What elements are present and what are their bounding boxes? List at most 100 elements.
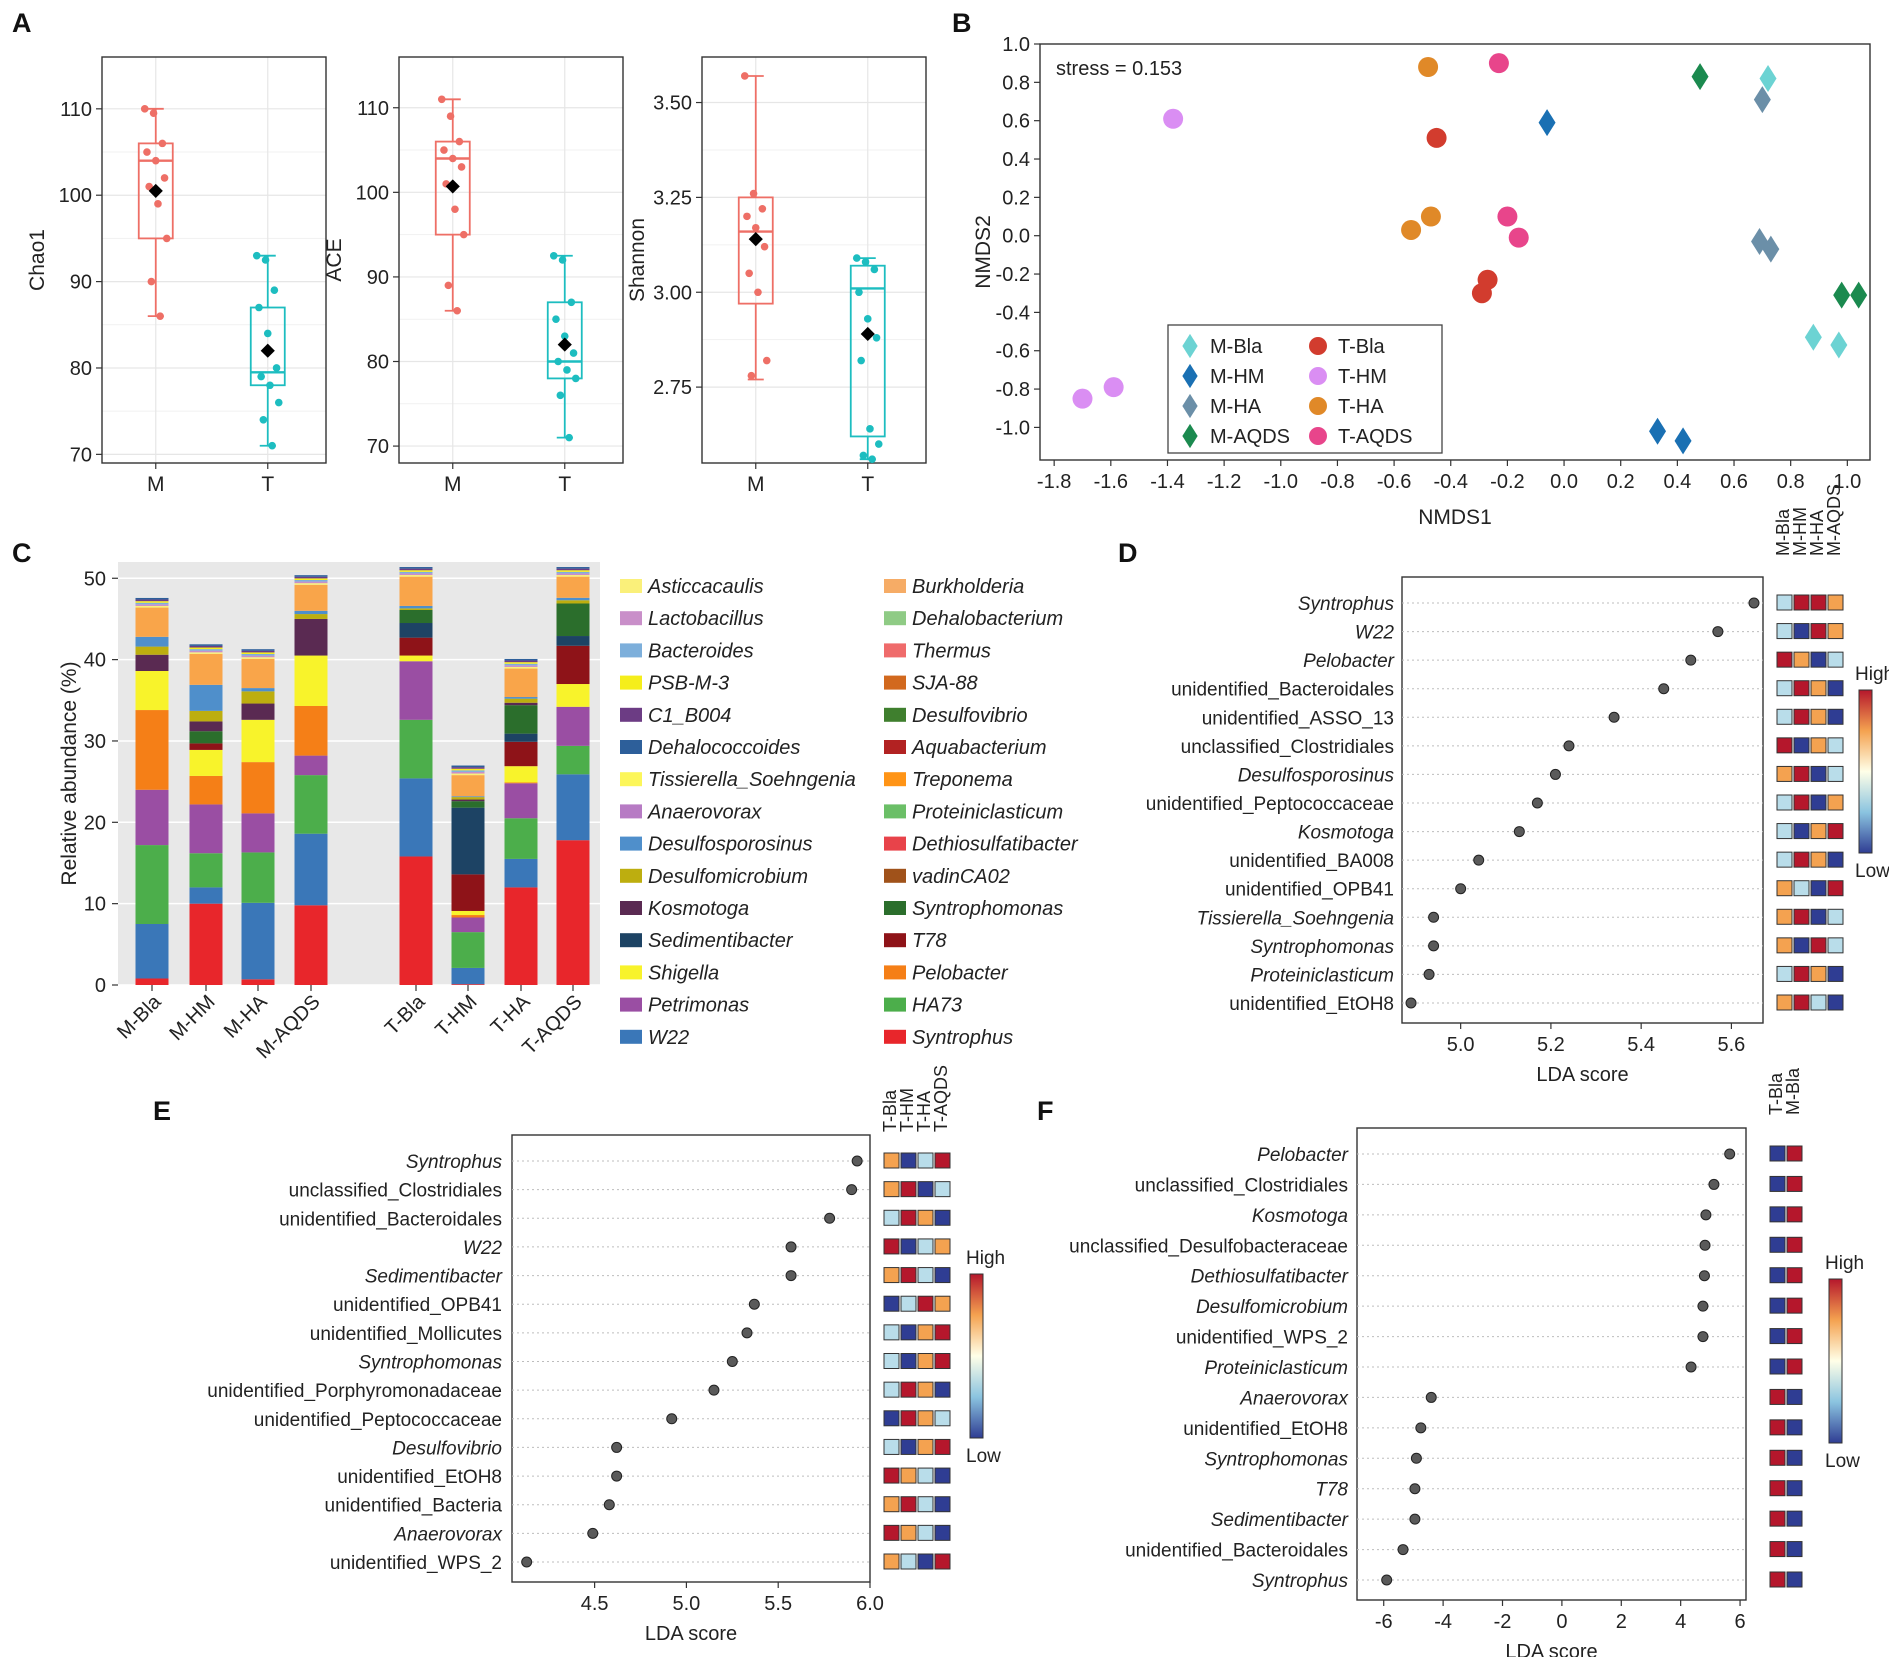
feature-label: Anaerovorax [393, 1524, 503, 1545]
heat-cell [900, 1209, 917, 1226]
heat-cell [1769, 1236, 1786, 1253]
data-point [549, 251, 558, 260]
x-tick-label: 2 [1616, 1611, 1627, 1633]
bar-segment [189, 853, 223, 888]
data-point [855, 288, 863, 297]
x-tick-label: T-HM [431, 991, 481, 1041]
bar-segment-minor [451, 765, 485, 768]
heat-cell [934, 1524, 951, 1541]
bar-segment-minor [135, 604, 169, 606]
feature-label: unclassified_Clostridiales [1135, 1175, 1348, 1196]
bar-segment [504, 698, 538, 703]
bar-segment [241, 813, 275, 853]
feature-label: Kosmotoga [1252, 1206, 1348, 1227]
mean-marker [557, 337, 572, 352]
legend-swatch [884, 868, 906, 883]
bar-segment-minor [504, 663, 538, 666]
legend-label: HA73 [912, 995, 962, 1017]
feature-label: Syntrophomonas [358, 1353, 502, 1374]
x-tick-label: 6.0 [856, 1593, 884, 1615]
legend-swatch [620, 901, 642, 915]
legend-label: M-Bla [1210, 336, 1263, 358]
heat-cell [883, 1152, 900, 1169]
heat-cell [934, 1152, 951, 1169]
legend-label: T-AQDS [1338, 426, 1412, 448]
colorbar-low-label: Low [966, 1446, 1001, 1467]
heat-cell [1786, 1480, 1803, 1497]
stress-annotation: stress = 0.153 [1056, 58, 1182, 80]
legend-swatch [620, 836, 642, 851]
plot-frame [701, 56, 927, 464]
legend-box [1167, 324, 1443, 454]
legend-label: T-Bla [1338, 336, 1386, 358]
legend-marker [1182, 393, 1198, 419]
x-tick-label: 4 [1675, 1611, 1686, 1633]
heat-cell [900, 1238, 917, 1255]
y-tick-label: 0 [95, 975, 106, 997]
scatter-point [1850, 281, 1868, 309]
bar-segment [189, 903, 223, 985]
data-point [266, 381, 274, 390]
heat-cell [934, 1238, 951, 1255]
x-tick-label: -1.4 [1150, 471, 1184, 493]
colorbar [1828, 1278, 1843, 1444]
feature-label: unidentified_Bacteroidales [1125, 1541, 1348, 1562]
lda-point [748, 1298, 760, 1310]
heat-cell [1793, 823, 1810, 840]
x-tick-label: 5.0 [673, 1593, 701, 1615]
heat-cell [900, 1152, 917, 1169]
legend-swatch [884, 997, 906, 1012]
heat-cell [883, 1238, 900, 1255]
heat-cell [1786, 1267, 1803, 1284]
heat-cell [900, 1467, 917, 1484]
y-tick-label: 10 [84, 894, 106, 916]
bar-segment-minor [399, 567, 433, 569]
heat-cell [1786, 1297, 1803, 1314]
legend-label: Dethiosulfatibacter [912, 834, 1079, 856]
lda-point [1699, 1239, 1711, 1251]
legend-swatch [620, 611, 642, 626]
heat-cell [900, 1295, 917, 1312]
scatter-point [1691, 63, 1709, 91]
heat-cell [1810, 994, 1827, 1011]
legend-label: W22 [648, 1027, 689, 1049]
heat-cell [1827, 680, 1844, 697]
column-label: M-HM [1790, 507, 1810, 556]
scatter-point [1420, 206, 1441, 227]
data-point [270, 286, 279, 295]
feature-label: unidentified_ASSO_13 [1202, 708, 1394, 729]
heat-cell [1810, 823, 1827, 840]
y-tick-label: 110 [357, 98, 389, 120]
bar-segment-minor [504, 666, 538, 669]
legend-swatch [620, 1029, 642, 1044]
bar-segment-minor [241, 654, 275, 656]
x-tick-label: 0.0 [1550, 471, 1578, 493]
colorbar-high-label: High [1855, 664, 1889, 685]
y-tick-label: 0.8 [1002, 72, 1030, 94]
heat-cell [1769, 1510, 1786, 1527]
bar-segment [504, 782, 538, 784]
legend-marker [1309, 397, 1327, 415]
heat-cell [1776, 880, 1793, 897]
y-tick-label: -0.8 [996, 379, 1030, 401]
data-point [567, 298, 576, 307]
mean-marker [260, 343, 275, 358]
bar-segment [135, 710, 169, 790]
heat-cell [917, 1381, 934, 1398]
lda-point [611, 1441, 623, 1453]
heat-cell [1776, 737, 1793, 754]
data-point [754, 288, 762, 297]
colorbar [1858, 689, 1873, 854]
data-point [268, 441, 276, 450]
lda-point [1685, 1361, 1697, 1373]
data-point [451, 205, 459, 214]
bar-segment [399, 655, 433, 662]
lda-point [1513, 826, 1525, 838]
lda-point [846, 1184, 858, 1196]
heat-cell [1776, 851, 1793, 868]
legend-label: M-AQDS [1210, 426, 1290, 448]
heat-cell [934, 1381, 951, 1398]
x-tick-label: 0.2 [1607, 471, 1635, 493]
mean-marker [748, 232, 763, 247]
plot-frame [1401, 576, 1764, 1024]
